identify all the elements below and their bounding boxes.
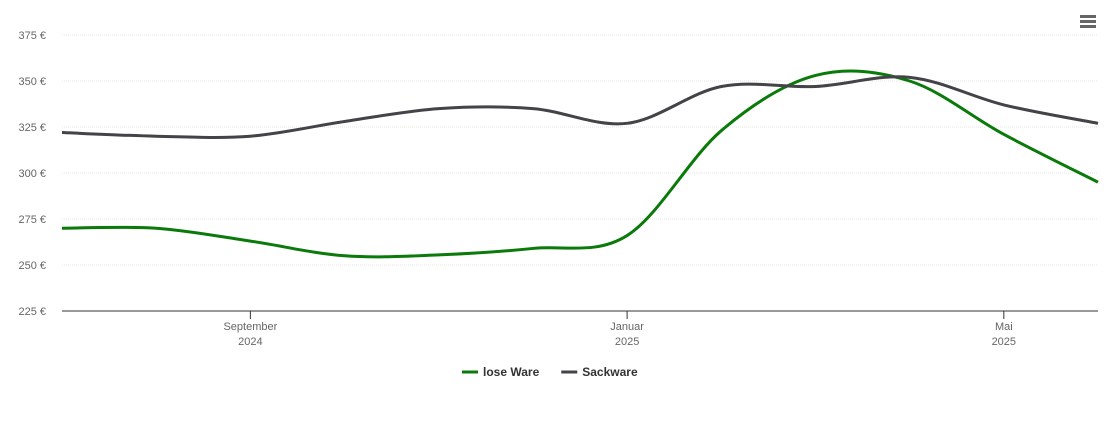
legend-label: Sackware: [582, 365, 638, 379]
menu-button[interactable]: [1078, 14, 1098, 30]
series-line: [61, 69, 1099, 259]
y-tick-label: 375 €: [18, 30, 46, 42]
menu-bar: [1080, 20, 1096, 23]
menu-bar: [1080, 15, 1096, 18]
legend: lose Ware Sackware: [462, 365, 638, 379]
x-tick-label-line: September: [223, 321, 277, 333]
legend-label: lose Ware: [483, 365, 540, 379]
x-tick-label-line: 2025: [992, 336, 1016, 348]
y-tick-label: 250 €: [18, 260, 46, 272]
y-tick-label: 225 €: [18, 306, 46, 318]
x-tick-label: September 2024: [223, 321, 277, 348]
x-tick-label-line: 2024: [238, 336, 262, 348]
y-tick-label: 325 €: [18, 122, 46, 134]
x-tick-label-line: 2025: [615, 336, 639, 348]
y-tick-label: 300 €: [18, 168, 46, 180]
legend-item[interactable]: Sackware: [561, 365, 638, 379]
series-line: [61, 75, 1099, 139]
y-tick-label: 275 €: [18, 214, 46, 226]
x-tick-label-line: Mai: [995, 321, 1013, 333]
x-tick-label: Mai 2025: [992, 321, 1016, 348]
legend-item[interactable]: lose Ware: [462, 365, 540, 379]
y-tick-label: 350 €: [18, 76, 46, 88]
x-tick-label: Januar 2025: [610, 321, 644, 348]
menu-bar: [1080, 25, 1096, 28]
x-tick-label-line: Januar: [610, 321, 644, 333]
